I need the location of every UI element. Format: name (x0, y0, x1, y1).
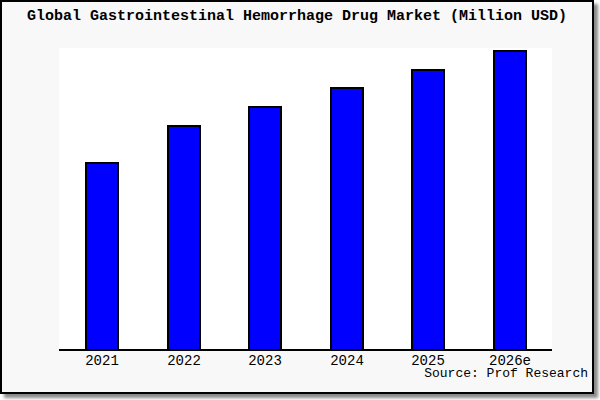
chart-card: Global Gastrointestinal Hemorrhage Drug … (0, 0, 594, 394)
plot-area (59, 48, 552, 349)
chart-title: Global Gastrointestinal Hemorrhage Drug … (2, 8, 592, 25)
bar-2021 (85, 162, 119, 349)
x-axis-line (59, 349, 552, 351)
bar-2023 (248, 106, 282, 349)
x-axis-label: 2021 (62, 353, 142, 369)
bar-2022 (167, 125, 201, 349)
source-attribution: Source: Prof Research (424, 366, 588, 381)
bar-2025 (411, 69, 445, 349)
x-axis-label: 2024 (307, 353, 387, 369)
x-axis-label: 2022 (144, 353, 224, 369)
x-axis-label: 2023 (225, 353, 305, 369)
chart-image: Global Gastrointestinal Hemorrhage Drug … (0, 0, 600, 400)
bar-2024 (330, 87, 364, 349)
bar-2026e (493, 50, 527, 349)
